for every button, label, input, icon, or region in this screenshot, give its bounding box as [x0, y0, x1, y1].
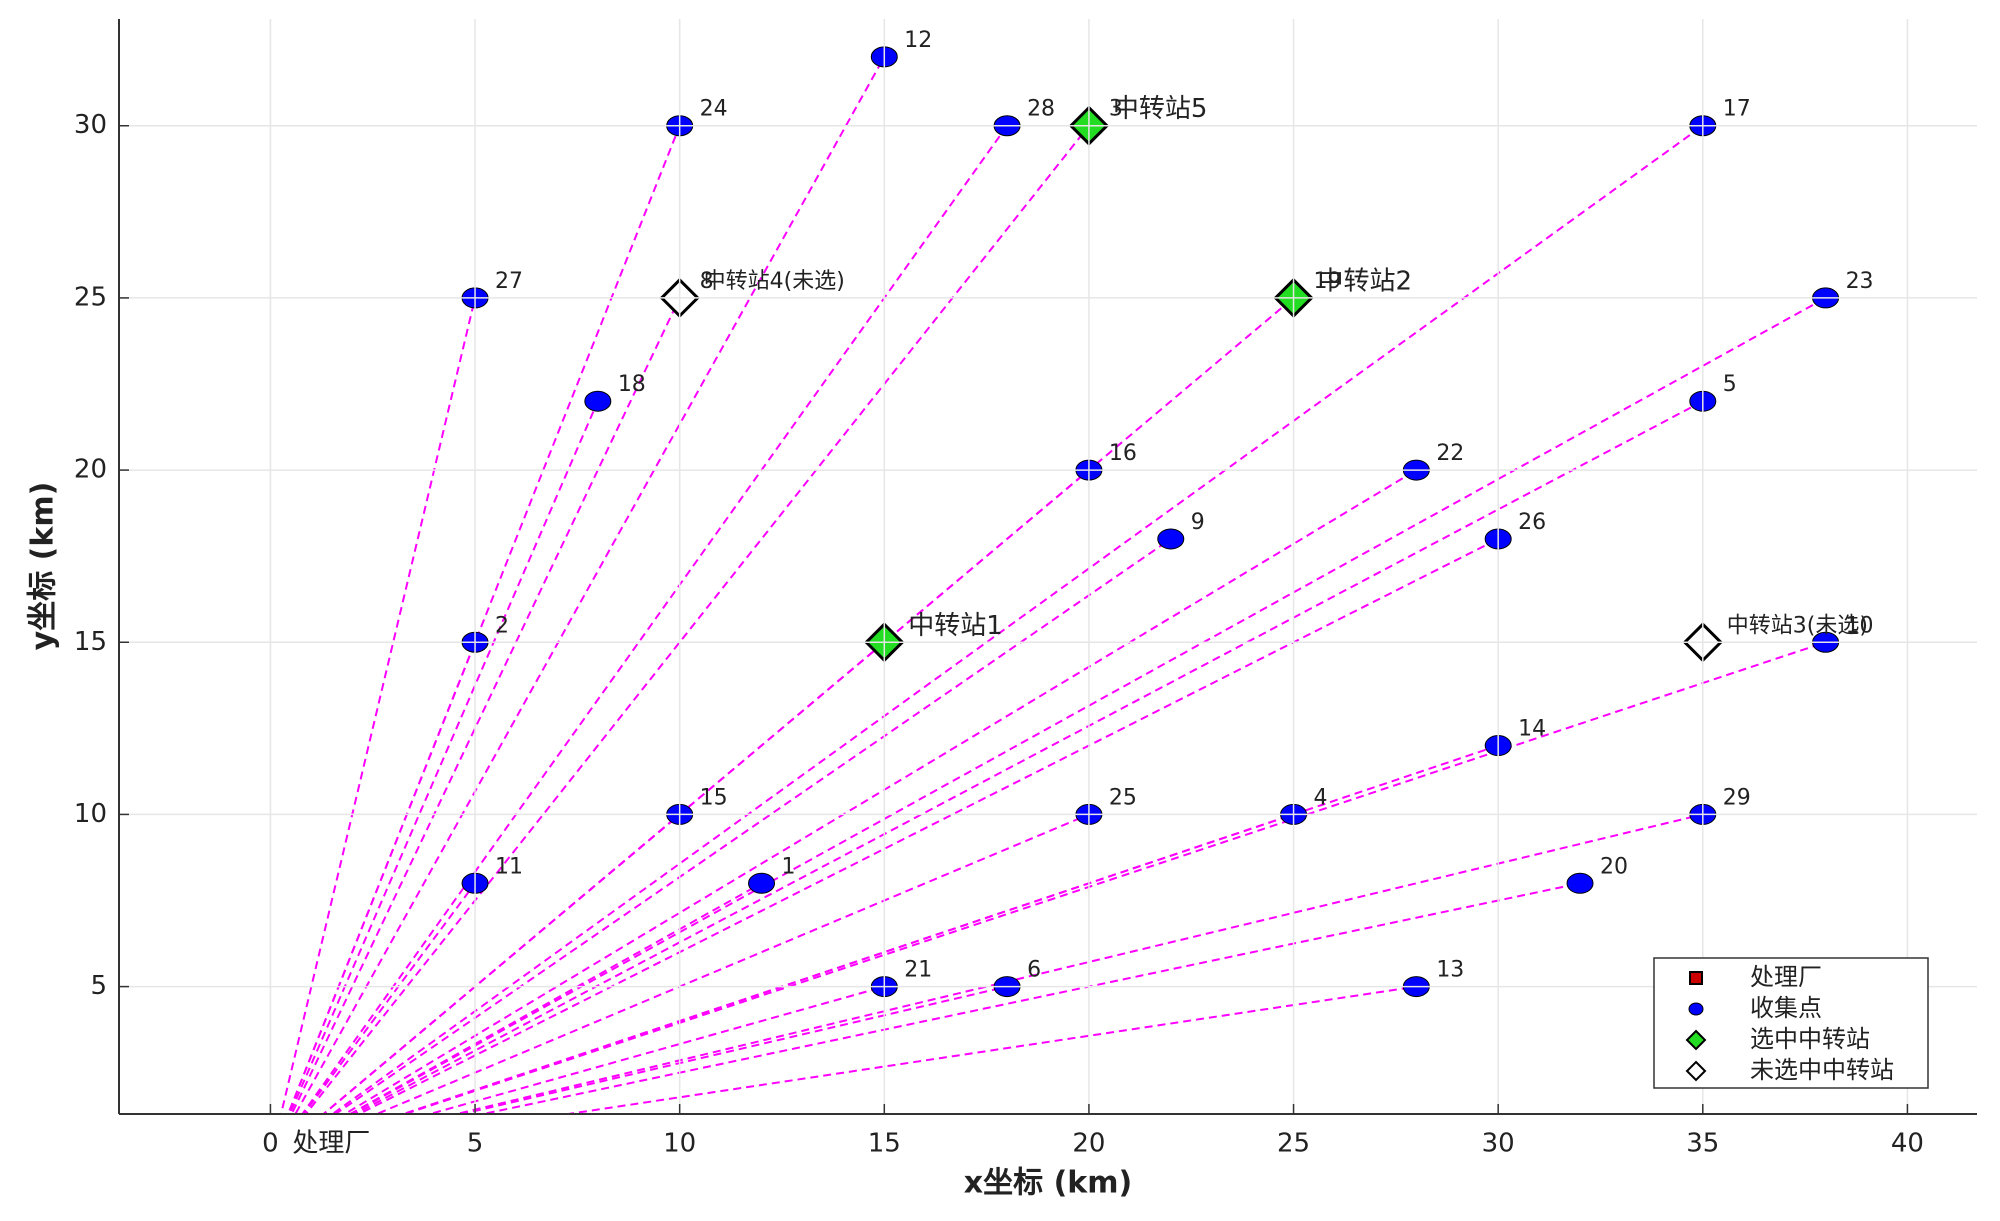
route-line — [288, 400, 599, 1114]
y-tick-label: 10 — [74, 799, 107, 829]
station-label: 中转站2 — [1318, 266, 1413, 296]
x-tick-label: 20 — [1072, 1129, 1105, 1159]
route-line — [402, 641, 1826, 1114]
collection-point — [1566, 872, 1594, 894]
point-label: 6 — [1027, 958, 1041, 983]
collection-point — [1157, 528, 1185, 550]
legend-symbol — [1689, 971, 1703, 985]
point-label: 24 — [700, 97, 728, 122]
point-label: 14 — [1518, 717, 1546, 742]
route-line — [352, 400, 1704, 1114]
x-tick-label: 0 — [262, 1129, 279, 1159]
route-line — [333, 538, 1172, 1114]
y-axis-label: y坐标 (km) — [26, 482, 61, 651]
point-label: 1 — [782, 854, 796, 879]
plant-label: 处理厂 — [292, 1129, 370, 1159]
route-line — [294, 56, 886, 1114]
point-label: 18 — [618, 372, 646, 397]
y-tick-label: 5 — [90, 971, 107, 1001]
point-label: 15 — [700, 785, 728, 810]
point-label: 4 — [1314, 785, 1328, 810]
x-axis-label: x坐标 (km) — [964, 1166, 1132, 1201]
x-tick-label: 35 — [1686, 1129, 1719, 1159]
route-line — [561, 985, 1417, 1114]
point-label: 25 — [1109, 785, 1137, 810]
y-tick-label: 30 — [74, 110, 107, 140]
legend-label: 未选中中转站 — [1750, 1056, 1894, 1084]
station-label: 中转站4(未选) — [704, 269, 845, 294]
legend-label: 处理厂 — [1750, 963, 1822, 991]
route-line — [302, 882, 476, 1114]
point-label: 23 — [1846, 269, 1874, 294]
point-label: 19 — [1314, 269, 1342, 294]
legend-symbol — [1685, 1060, 1707, 1082]
x-tick-label: 10 — [663, 1129, 696, 1159]
legend-label: 选中中转站 — [1750, 1025, 1870, 1053]
route-line — [290, 297, 681, 1114]
point-label: 13 — [1436, 958, 1464, 983]
y-tick-label: 15 — [74, 627, 107, 657]
route-line — [478, 882, 1581, 1114]
x-tick-label: 5 — [467, 1129, 484, 1159]
point-label: 5 — [1723, 372, 1737, 397]
point-label: 3 — [1109, 97, 1123, 122]
point-label: 26 — [1518, 510, 1546, 535]
legend-symbol — [1688, 1002, 1704, 1016]
x-tick-label: 25 — [1277, 1129, 1310, 1159]
point-label: 22 — [1436, 441, 1464, 466]
point-label: 16 — [1109, 441, 1137, 466]
x-tick-label: 30 — [1482, 1129, 1515, 1159]
collection-point — [748, 872, 776, 894]
legend-symbol — [1685, 1029, 1707, 1051]
route-line — [349, 297, 1827, 1114]
collection-point — [584, 390, 612, 412]
route-line — [280, 297, 477, 1114]
point-label: 17 — [1723, 97, 1751, 122]
station-label: 中转站5 — [1113, 94, 1208, 124]
route-line — [322, 297, 1295, 1114]
x-tick-label: 40 — [1891, 1129, 1924, 1159]
route-line — [452, 813, 1704, 1114]
station-label: 中转站3(未选) — [1727, 613, 1868, 638]
point-label: 10 — [1846, 613, 1874, 638]
y-tick-label: 25 — [74, 282, 107, 312]
point-label: 28 — [1027, 97, 1055, 122]
point-label: 8 — [700, 269, 714, 294]
point-label: 20 — [1600, 854, 1628, 879]
route-line — [348, 882, 763, 1114]
point-label: 29 — [1723, 785, 1751, 810]
point-label: 11 — [495, 854, 523, 879]
station-label: 中转站1 — [908, 611, 1003, 641]
point-label: 12 — [904, 28, 932, 53]
x-tick-label: 15 — [868, 1129, 901, 1159]
point-label: 27 — [495, 269, 523, 294]
legend-label: 收集点 — [1750, 994, 1822, 1022]
y-tick-label: 20 — [74, 455, 107, 485]
point-label: 21 — [904, 958, 932, 983]
point-label: 9 — [1191, 510, 1205, 535]
point-label: 2 — [495, 613, 509, 638]
route-line — [426, 985, 885, 1114]
plot-area — [280, 46, 1840, 1114]
